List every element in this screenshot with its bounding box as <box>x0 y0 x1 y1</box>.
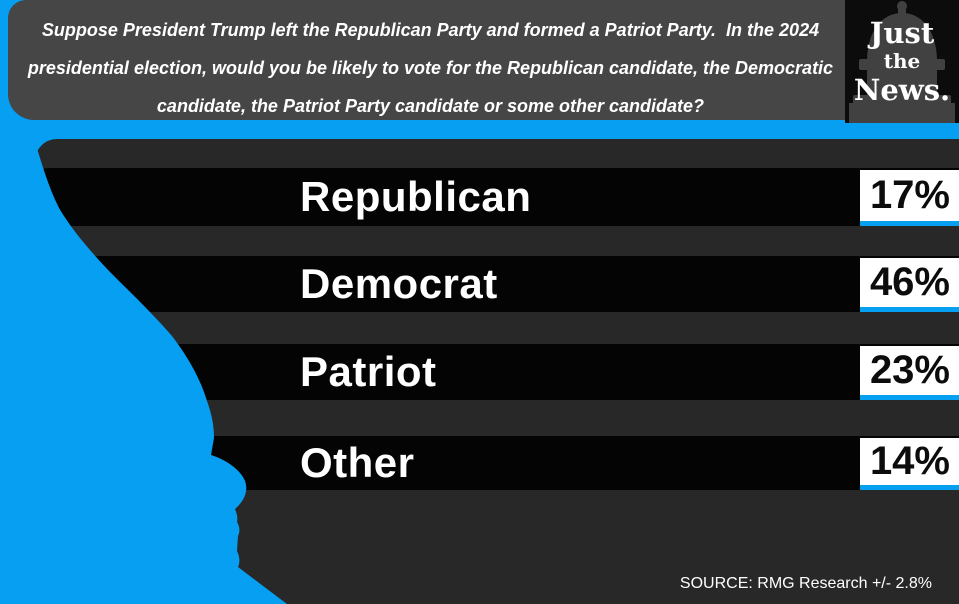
logo-wordmark: Just the News. <box>845 0 959 123</box>
bar-label-other: Other <box>300 439 415 486</box>
logo-line-the: the <box>883 48 921 73</box>
capitol-dome-icon <box>849 1 955 123</box>
bar-democrat: Democrat 46% <box>36 256 959 312</box>
percent-badge-republican: 17% <box>860 170 959 226</box>
source-note: SOURCE: RMG Research +/- 2.8% <box>679 575 932 592</box>
just-the-news-logo: Just the News. <box>845 0 959 123</box>
question-line-3: candidate, the Patriot Party candidate o… <box>156 96 705 116</box>
bar-label-republican: Republican <box>300 173 532 220</box>
question-text: Suppose President Trump left the Republi… <box>8 0 853 125</box>
logo-line-news: News. <box>853 72 951 107</box>
question-line-1: Suppose President Trump left the Republi… <box>41 20 820 40</box>
bar-republican: Republican 17% <box>36 168 959 226</box>
head-profile-silhouette-icon <box>0 122 287 604</box>
percent-badge-democrat: 46% <box>860 258 959 312</box>
bar-label-democrat: Democrat <box>300 260 498 307</box>
percent-badge-other: 14% <box>860 438 959 490</box>
logo-line-just: Just <box>869 15 935 50</box>
percent-badge-patriot: 23% <box>860 346 959 400</box>
question-line-2: presidential election, would you be like… <box>27 58 834 78</box>
bar-label-patriot: Patriot <box>300 348 437 395</box>
question-banner: Suppose President Trump left the Republi… <box>8 0 959 120</box>
